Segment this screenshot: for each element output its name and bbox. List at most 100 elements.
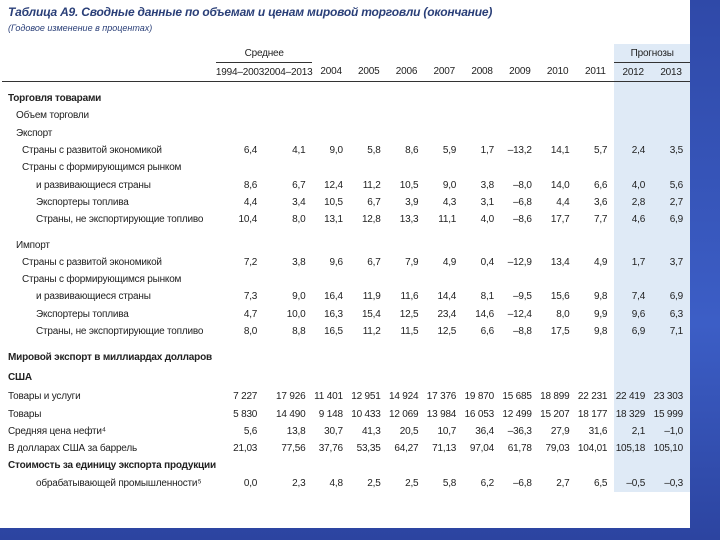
column-header: 2011 — [576, 62, 615, 82]
value-cell: 9,6 — [614, 305, 653, 323]
value-cell: 18 899 — [540, 391, 570, 403]
value-cell: 2,8 — [614, 193, 653, 212]
value-cell: 9,0 — [292, 291, 306, 303]
value-cell: 17 376 — [426, 391, 457, 403]
value-cell: –0,5 — [614, 474, 653, 492]
empty-cell — [539, 82, 577, 108]
value-cell: 77,56 — [281, 443, 306, 455]
column-header: 1994–2003 — [215, 62, 264, 82]
value-cell: 16 053 — [464, 408, 495, 420]
value-cell: 4,9 — [593, 256, 608, 268]
value-cell: 10,5 — [399, 179, 419, 191]
empty-cell — [264, 340, 312, 388]
value-cell: 5,9 — [442, 145, 457, 157]
row-label: и развивающиеся страны — [36, 179, 151, 191]
empty-cell — [577, 340, 615, 388]
empty-cell — [350, 82, 388, 108]
value-cell: 13,1 — [324, 214, 343, 226]
value-cell: 71,13 — [432, 443, 457, 455]
value-cell: 0,4 — [480, 256, 495, 268]
empty-cell — [463, 125, 501, 142]
value-cell: –1,0 — [652, 422, 690, 441]
table-row: и развивающиеся страны 8,6 6,7 12,4 11,2 10,5… — [2, 176, 690, 194]
empty-cell — [388, 228, 426, 253]
value-cell: 4,1 — [292, 145, 306, 157]
value-cell: 11,1 — [438, 214, 457, 226]
empty-cell — [425, 159, 463, 176]
value-cell: 16,5 — [324, 326, 343, 337]
value-cell: 10 433 — [351, 408, 381, 420]
value-cell: 105,10 — [652, 440, 690, 458]
row-label: Торговля товарами — [8, 93, 102, 105]
table-row: Экспорт — [2, 124, 690, 142]
empty-cell — [425, 457, 463, 474]
value-cell: 3,8 — [480, 179, 495, 191]
value-cell: 10,0 — [286, 308, 306, 320]
value-cell: –0,3 — [652, 474, 690, 492]
value-cell: 2,1 — [614, 422, 653, 441]
value-cell: –8,0 — [513, 179, 532, 191]
empty-cell — [388, 457, 426, 474]
empty-cell — [216, 340, 264, 388]
table-row: Страны, не экспортирующие топливо 8,0 8,8 1… — [2, 322, 690, 341]
value-cell: 7,1 — [652, 322, 690, 341]
empty-cell — [350, 159, 388, 176]
empty-cell — [216, 271, 264, 288]
value-cell: 2,5 — [367, 477, 381, 489]
empty-cell — [264, 271, 312, 288]
value-cell: 4,8 — [329, 477, 344, 489]
value-cell: 0,0 — [243, 477, 258, 489]
value-cell: 27,9 — [550, 425, 570, 437]
column-header: 2008 — [463, 62, 501, 82]
value-cell: 5,6 — [243, 425, 258, 437]
empty-cell — [350, 125, 388, 142]
value-cell: –12,4 — [507, 308, 532, 320]
empty-cell — [539, 340, 577, 388]
value-cell: 9,8 — [593, 291, 608, 303]
row-label: Мировой экспорт в миллиардах долларов СШ… — [8, 352, 212, 384]
value-cell: 18 329 — [614, 405, 653, 423]
empty-cell — [652, 107, 690, 125]
value-cell: 22 231 — [577, 391, 608, 403]
value-cell: 17,5 — [550, 326, 570, 337]
empty-cell — [577, 159, 615, 176]
value-cell: 1,7 — [614, 253, 653, 271]
value-cell: 11 401 — [314, 391, 343, 403]
value-cell: 13,3 — [399, 214, 419, 226]
value-cell: 4,3 — [442, 196, 457, 208]
table-row: Страны с формирующимся рынком — [2, 159, 690, 177]
row-label: Страны с формирующимся рынком — [22, 162, 182, 174]
value-cell: 4,0 — [614, 176, 653, 194]
empty-cell — [425, 228, 463, 253]
empty-cell — [614, 340, 653, 389]
value-cell: 104,01 — [577, 443, 608, 455]
empty-cell — [539, 271, 577, 288]
value-cell: 3,4 — [292, 196, 306, 208]
row-label: Товары и услуги — [8, 391, 81, 403]
column-header: 2004–2013 — [264, 62, 313, 82]
empty-cell — [501, 159, 539, 176]
empty-cell — [388, 271, 426, 288]
row-label: Объем торговли — [16, 110, 89, 122]
column-header: 2009 — [500, 62, 539, 82]
value-cell: 5 830 — [233, 408, 258, 420]
value-cell: 8,6 — [243, 179, 258, 191]
value-cell: 9,0 — [329, 145, 344, 157]
value-cell: 11,9 — [362, 291, 381, 303]
empty-cell — [216, 125, 264, 142]
value-cell: 15,4 — [361, 308, 381, 320]
value-cell: 21,03 — [233, 443, 258, 455]
empty-cell — [216, 457, 264, 474]
value-cell: 11,2 — [362, 179, 381, 191]
empty-cell — [614, 270, 653, 289]
empty-cell — [614, 107, 653, 125]
value-cell: 15,6 — [550, 291, 570, 303]
value-cell: 61,78 — [507, 443, 532, 455]
empty-cell — [264, 159, 312, 176]
empty-cell — [614, 81, 653, 108]
data-table: Среднее Прогнозы 1994–2003 2004–2013 2004 200… — [2, 44, 690, 492]
row-label: В долларах США за баррель — [8, 443, 137, 455]
row-label: Экспорт — [16, 127, 53, 139]
